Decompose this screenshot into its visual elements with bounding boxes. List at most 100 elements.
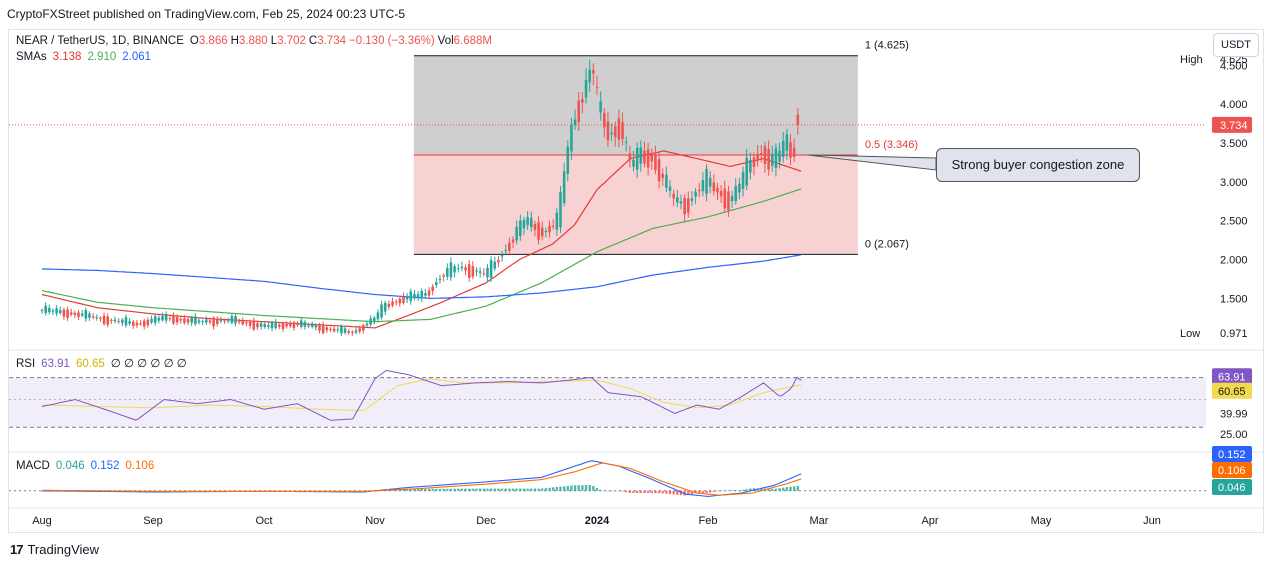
candle-body — [741, 171, 745, 189]
macd-histogram-bar — [584, 485, 588, 491]
rsi-value-label: 63.91 — [1218, 371, 1246, 383]
candle-body — [588, 69, 591, 83]
sma1-value: 3.138 — [52, 51, 82, 63]
candle-body — [292, 322, 296, 328]
candle-body — [478, 271, 482, 273]
candle-body — [150, 318, 153, 323]
candle-body — [427, 290, 431, 296]
candle-body — [153, 316, 157, 323]
candle-body — [99, 317, 102, 319]
open-label: O — [189, 35, 199, 47]
candle-body — [409, 291, 413, 301]
sma-line-1 — [41, 150, 802, 329]
rsi-value-badge — [1212, 382, 1252, 399]
candle-body — [343, 328, 347, 333]
fib-label-1: 1 (4.625) — [865, 40, 909, 52]
rsi-ma-line — [42, 378, 802, 412]
macd-hist-value: 0.046 — [55, 460, 85, 472]
candle-body — [124, 317, 128, 326]
sma2-value: 2.910 — [87, 51, 117, 63]
rsi-label[interactable]: RSI — [16, 358, 36, 370]
footer: 17 TradingView — [10, 542, 99, 557]
macd-label[interactable]: MACD — [16, 460, 50, 472]
macd-histogram-bar — [544, 488, 548, 491]
candle-body — [223, 320, 226, 322]
macd-histogram-bar — [471, 488, 475, 491]
candle-body — [358, 328, 361, 332]
symbol-label[interactable]: NEAR / TetherUS, 1D, BINANCE — [16, 35, 184, 47]
candle-body — [376, 312, 380, 320]
macd-histogram-bar — [712, 490, 716, 492]
macd-histogram-bar — [716, 490, 719, 492]
rsi-legend: RSI 63.91 60.65 ∅ ∅ ∅ ∅ ∅ ∅ — [16, 356, 190, 370]
candle-body — [44, 305, 47, 313]
time-tick-label: Sep — [143, 515, 163, 527]
candle-body — [792, 147, 796, 157]
candle-body — [95, 317, 99, 319]
candle-body — [628, 153, 632, 161]
macd-histogram-bar — [541, 488, 544, 491]
candle-body — [657, 159, 661, 182]
sma-line-2 — [41, 188, 802, 323]
macd-histogram-bar — [409, 489, 412, 491]
fib-upper-zone — [413, 55, 858, 156]
change-value: −0.130 (−3.36%) — [348, 35, 435, 47]
close-value: 3.734 — [317, 35, 346, 47]
annotation-callout[interactable]: Strong buyer congestion zone — [936, 148, 1140, 182]
candle-body — [763, 146, 767, 165]
macd-histogram-bar — [402, 489, 405, 491]
macd-histogram-bar — [413, 488, 416, 491]
candle-body — [570, 124, 573, 152]
macd-histogram-bar — [551, 487, 555, 491]
candle-body — [208, 320, 212, 323]
candle-body — [314, 325, 318, 328]
time-tick-label: Aug — [32, 515, 52, 527]
candle-body — [464, 267, 467, 271]
candle-body — [555, 212, 559, 230]
footer-brand[interactable]: TradingView — [27, 542, 100, 557]
candle-body — [175, 317, 179, 323]
candle-body — [599, 101, 602, 113]
high-marker-label: High — [1180, 54, 1203, 66]
sma-label[interactable]: SMAs — [16, 51, 47, 63]
candle-body — [719, 191, 723, 197]
currency-button[interactable]: USDT — [1213, 33, 1259, 57]
candle-body — [694, 191, 697, 197]
macd-histogram-bar — [738, 490, 741, 491]
open-value: 3.866 — [198, 35, 228, 47]
candle-body — [296, 323, 299, 325]
candle-body — [230, 316, 234, 323]
macd-histogram-bar — [489, 488, 493, 491]
candle-body — [121, 319, 124, 324]
macd-histogram-bar — [723, 490, 726, 492]
candle-body — [749, 159, 752, 173]
vol-value: 6.688M — [453, 35, 493, 47]
candle-body — [500, 254, 504, 257]
candle-body — [369, 318, 372, 325]
macd-histogram-bar — [657, 490, 661, 494]
candle-body — [110, 319, 113, 321]
macd-histogram-bar — [435, 488, 438, 491]
candle-body — [190, 317, 193, 323]
candle-body — [394, 301, 398, 303]
candle-body — [453, 266, 456, 273]
macd-histogram-bar — [672, 490, 675, 495]
fib-label-0: 0 (2.067) — [865, 238, 909, 250]
macd-histogram-bar — [431, 488, 434, 491]
candle-body — [201, 321, 204, 323]
candle-body — [770, 154, 774, 166]
candle-body — [84, 310, 88, 319]
macd-histogram-bar — [668, 490, 672, 495]
candle-body — [146, 320, 150, 326]
candle-body — [55, 308, 58, 314]
candle-body — [398, 298, 402, 304]
candle-body — [796, 114, 800, 125]
candle-body — [263, 324, 267, 328]
macd-histogram-bar — [705, 490, 708, 494]
candle-body — [77, 312, 80, 317]
candle-body — [639, 147, 643, 164]
candle-body — [354, 330, 358, 333]
candle-body — [299, 320, 303, 327]
candle-body — [102, 315, 106, 324]
